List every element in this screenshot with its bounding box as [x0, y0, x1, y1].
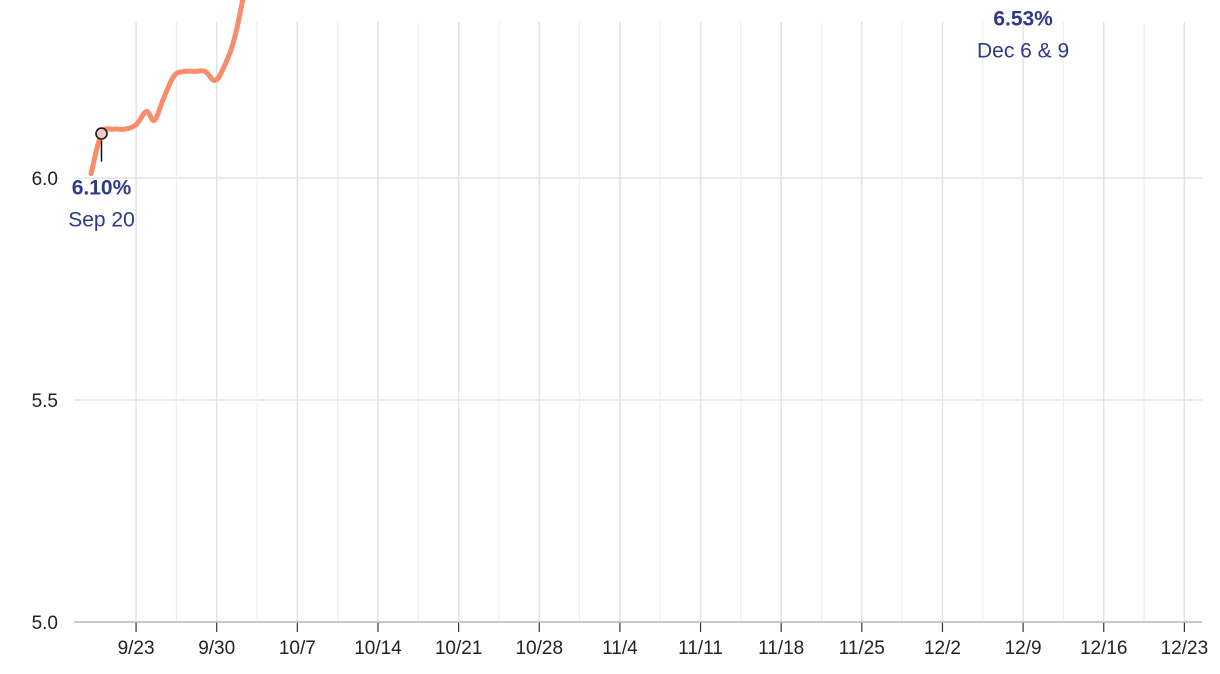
x-tick-label: 9/30 [198, 638, 235, 659]
y-axis: 5.05.56.06.57.07.5% [32, 169, 58, 634]
x-tick-label: 12/16 [1080, 638, 1128, 659]
x-tick-label: 11/11 [678, 638, 723, 659]
x-tick-label: 9/23 [118, 638, 155, 659]
x-tick-label: 10/14 [354, 638, 402, 659]
x-tick-label: 10/28 [515, 638, 563, 659]
annotation-layer: 6.10%Sep 206.57%Oct 76.93%Nov 56.75%Nov … [68, 8, 1069, 232]
y-tick-label: 5.5 [32, 391, 58, 412]
y-tick-label: 6.0 [32, 169, 58, 190]
annotation-date-label: Sep 20 [68, 209, 135, 232]
x-tick-label: 11/4 [602, 638, 638, 659]
annotation-date-label: Dec 6 & 9 [977, 40, 1069, 63]
grid-layer [74, 22, 1202, 623]
x-tick-label: 11/25 [839, 638, 885, 659]
x-tick-label: 12/23 [1161, 638, 1209, 659]
annotation-value-label: 6.53% [993, 8, 1053, 31]
annotation-value-label: 6.10% [72, 177, 132, 200]
annotation: 6.53% Dec 6 & 9 [977, 8, 1069, 63]
series-layer [88, 0, 246, 177]
x-tick-label: 12/9 [1005, 638, 1042, 659]
x-tick-label: 10/7 [279, 638, 316, 659]
annotation: 6.10% Sep 20 [68, 127, 135, 232]
series-line-rate [88, 0, 246, 177]
x-tick-label: 12/2 [924, 638, 961, 659]
y-tick-label: 5.0 [32, 613, 58, 634]
data-point-marker [95, 127, 108, 140]
x-axis: 9/23 9/30 10/7 10/14 10/21 10/28 11/4 11/11 11/1… [74, 621, 1209, 659]
x-tick-label: 10/21 [435, 638, 483, 659]
x-tick-label: 11/18 [758, 638, 804, 659]
